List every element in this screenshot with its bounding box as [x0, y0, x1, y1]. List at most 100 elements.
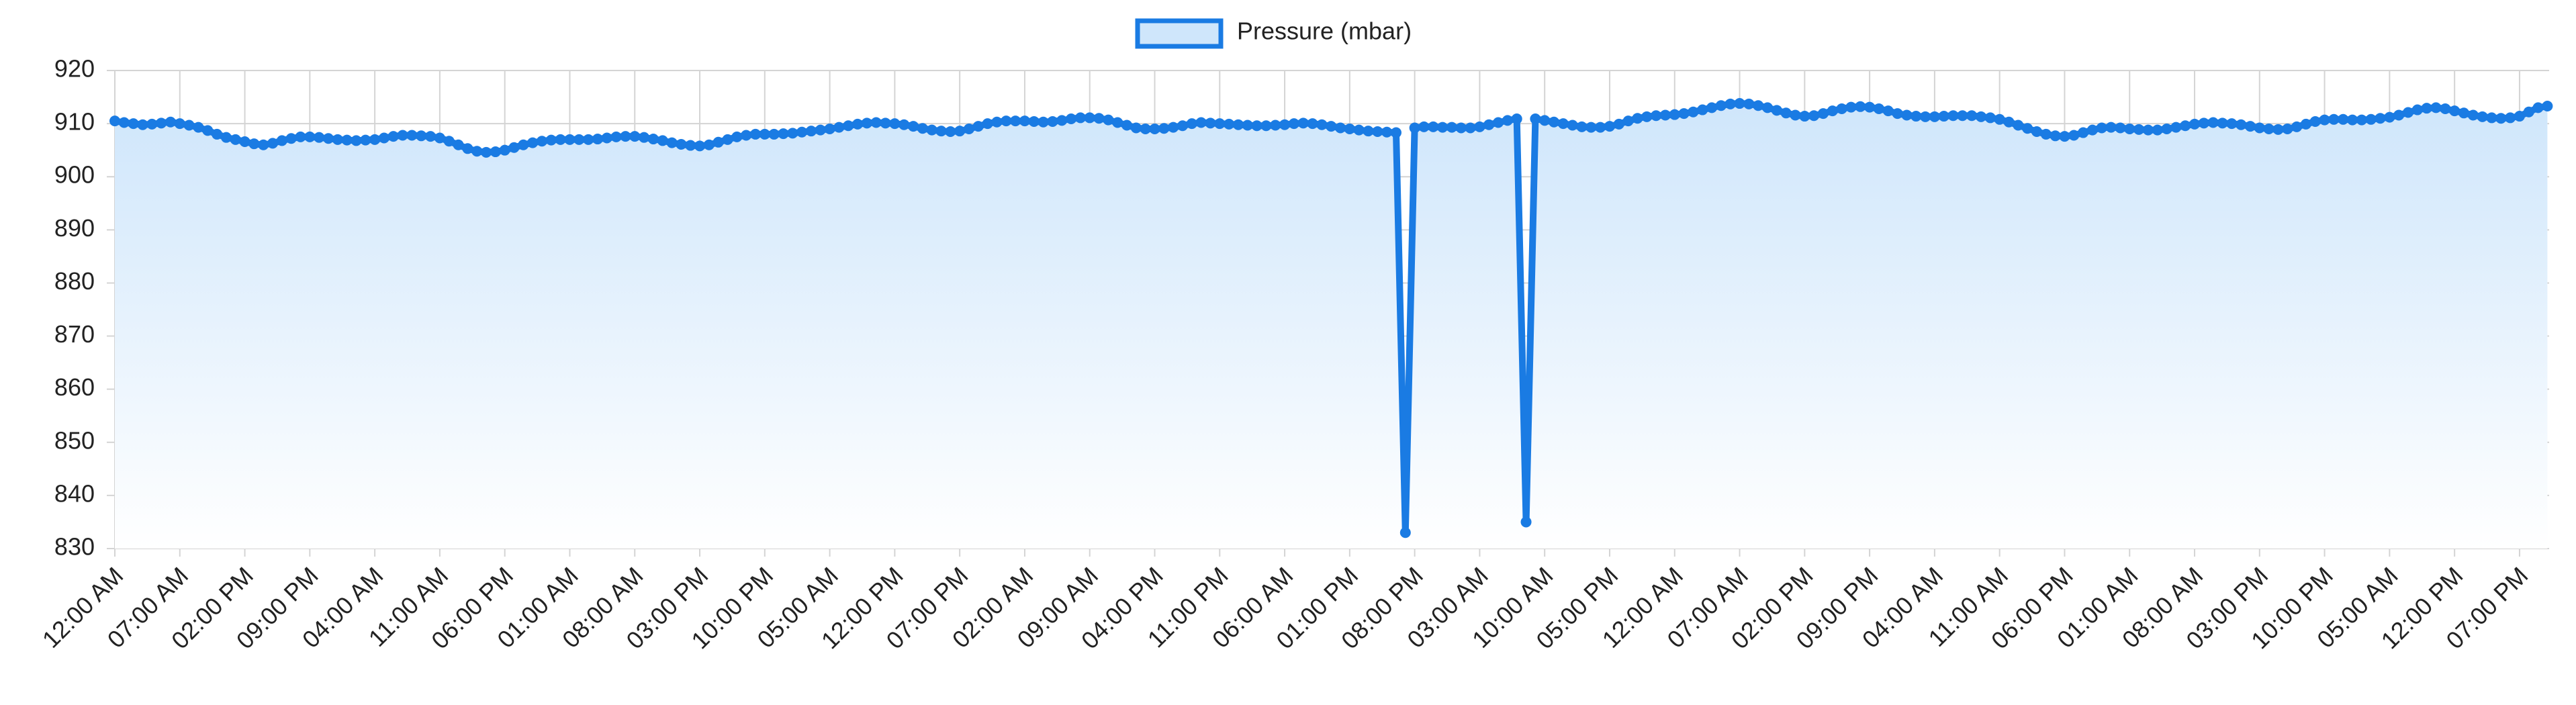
- data-point: [1864, 101, 1876, 113]
- data-point: [1056, 115, 1068, 126]
- data-point: [2096, 122, 2107, 134]
- data-point: [852, 118, 864, 130]
- data-point: [2411, 104, 2423, 115]
- data-point: [573, 134, 585, 145]
- data-point: [499, 144, 510, 156]
- data-point: [2300, 118, 2311, 130]
- data-point: [1734, 98, 1745, 109]
- data-point: [434, 132, 445, 144]
- data-point: [1335, 122, 1346, 134]
- data-point: [1288, 118, 1299, 130]
- data-point: [1632, 113, 1643, 124]
- data-point: [1326, 121, 1337, 132]
- data-point: [387, 131, 399, 142]
- data-point: [555, 134, 566, 145]
- data-point: [453, 139, 464, 150]
- data-point: [1567, 120, 1578, 131]
- data-point: [963, 124, 974, 135]
- data-point: [351, 135, 362, 146]
- data-point: [1845, 101, 1857, 113]
- data-point: [712, 136, 724, 148]
- data-point: [1103, 114, 1114, 126]
- data-point: [749, 128, 761, 140]
- data-point: [2319, 114, 2330, 126]
- data-point: [815, 124, 826, 136]
- data-point: [1297, 117, 1309, 129]
- data-point: [1808, 110, 1820, 122]
- data-point: [1613, 118, 1624, 130]
- data-point: [1242, 120, 1253, 131]
- data-point: [518, 139, 529, 150]
- data-point: [118, 117, 130, 128]
- data-point: [703, 139, 715, 150]
- data-point: [322, 133, 334, 144]
- data-point: [1390, 127, 1401, 138]
- data-point: [2198, 117, 2209, 129]
- data-point: [1836, 103, 1847, 114]
- data-point: [2542, 101, 2553, 112]
- data-point: [1363, 126, 1374, 137]
- data-point: [639, 132, 650, 143]
- data-point: [220, 132, 232, 143]
- data-point: [1984, 112, 1996, 124]
- data-point: [295, 131, 306, 142]
- data-point: [1112, 117, 1123, 128]
- data-point: [314, 132, 325, 143]
- data-point: [768, 128, 780, 140]
- data-point: [2421, 103, 2432, 114]
- legend-swatch: [1135, 18, 1224, 49]
- data-point: [360, 134, 371, 146]
- data-point: [1010, 115, 1021, 127]
- data-point: [1780, 107, 1792, 119]
- data-point: [1307, 118, 1318, 130]
- data-point: [2115, 122, 2126, 134]
- data-point: [2086, 124, 2098, 136]
- data-point: [592, 134, 603, 145]
- data-point: [416, 130, 427, 142]
- data-point: [156, 117, 167, 129]
- data-point: [1511, 113, 1522, 124]
- data-point: [1688, 106, 1699, 117]
- data-point: [2282, 124, 2293, 135]
- data-point: [1047, 115, 1058, 127]
- data-point: [870, 117, 882, 128]
- data-point: [1622, 115, 1634, 127]
- data-point: [1929, 111, 1940, 122]
- data-point: [1205, 117, 1216, 129]
- data-point: [2263, 124, 2274, 135]
- data-point: [174, 118, 185, 130]
- data-point: [2189, 118, 2201, 130]
- data-point: [1715, 100, 1727, 111]
- data-point: [1344, 124, 1355, 135]
- data-point: [1753, 100, 1764, 111]
- data-point: [1214, 118, 1226, 130]
- data-point: [137, 119, 148, 130]
- data-point: [109, 115, 120, 127]
- data-point: [620, 131, 631, 142]
- data-point: [1994, 113, 2005, 125]
- data-point: [285, 133, 297, 144]
- data-point: [1186, 118, 1197, 130]
- data-point: [2105, 122, 2117, 133]
- data-point: [1957, 110, 1968, 122]
- data-point: [2384, 111, 2395, 123]
- data-point: [1455, 122, 1467, 134]
- data-point: [2505, 112, 2516, 124]
- data-point: [1381, 126, 1393, 138]
- data-point: [1790, 109, 1801, 121]
- data-point: [908, 121, 919, 132]
- data-point: [861, 117, 872, 129]
- data-point: [1911, 111, 1922, 122]
- data-point: [1028, 115, 1040, 127]
- data-point: [1882, 105, 1894, 117]
- data-point: [2365, 113, 2377, 125]
- area-fill: [115, 103, 2548, 549]
- y-tick-label: 850: [54, 426, 95, 454]
- data-point: [935, 126, 947, 137]
- data-point: [1678, 108, 1690, 120]
- data-point: [165, 116, 176, 128]
- data-point: [1084, 112, 1095, 124]
- data-point: [2068, 130, 2080, 141]
- data-point: [843, 120, 854, 132]
